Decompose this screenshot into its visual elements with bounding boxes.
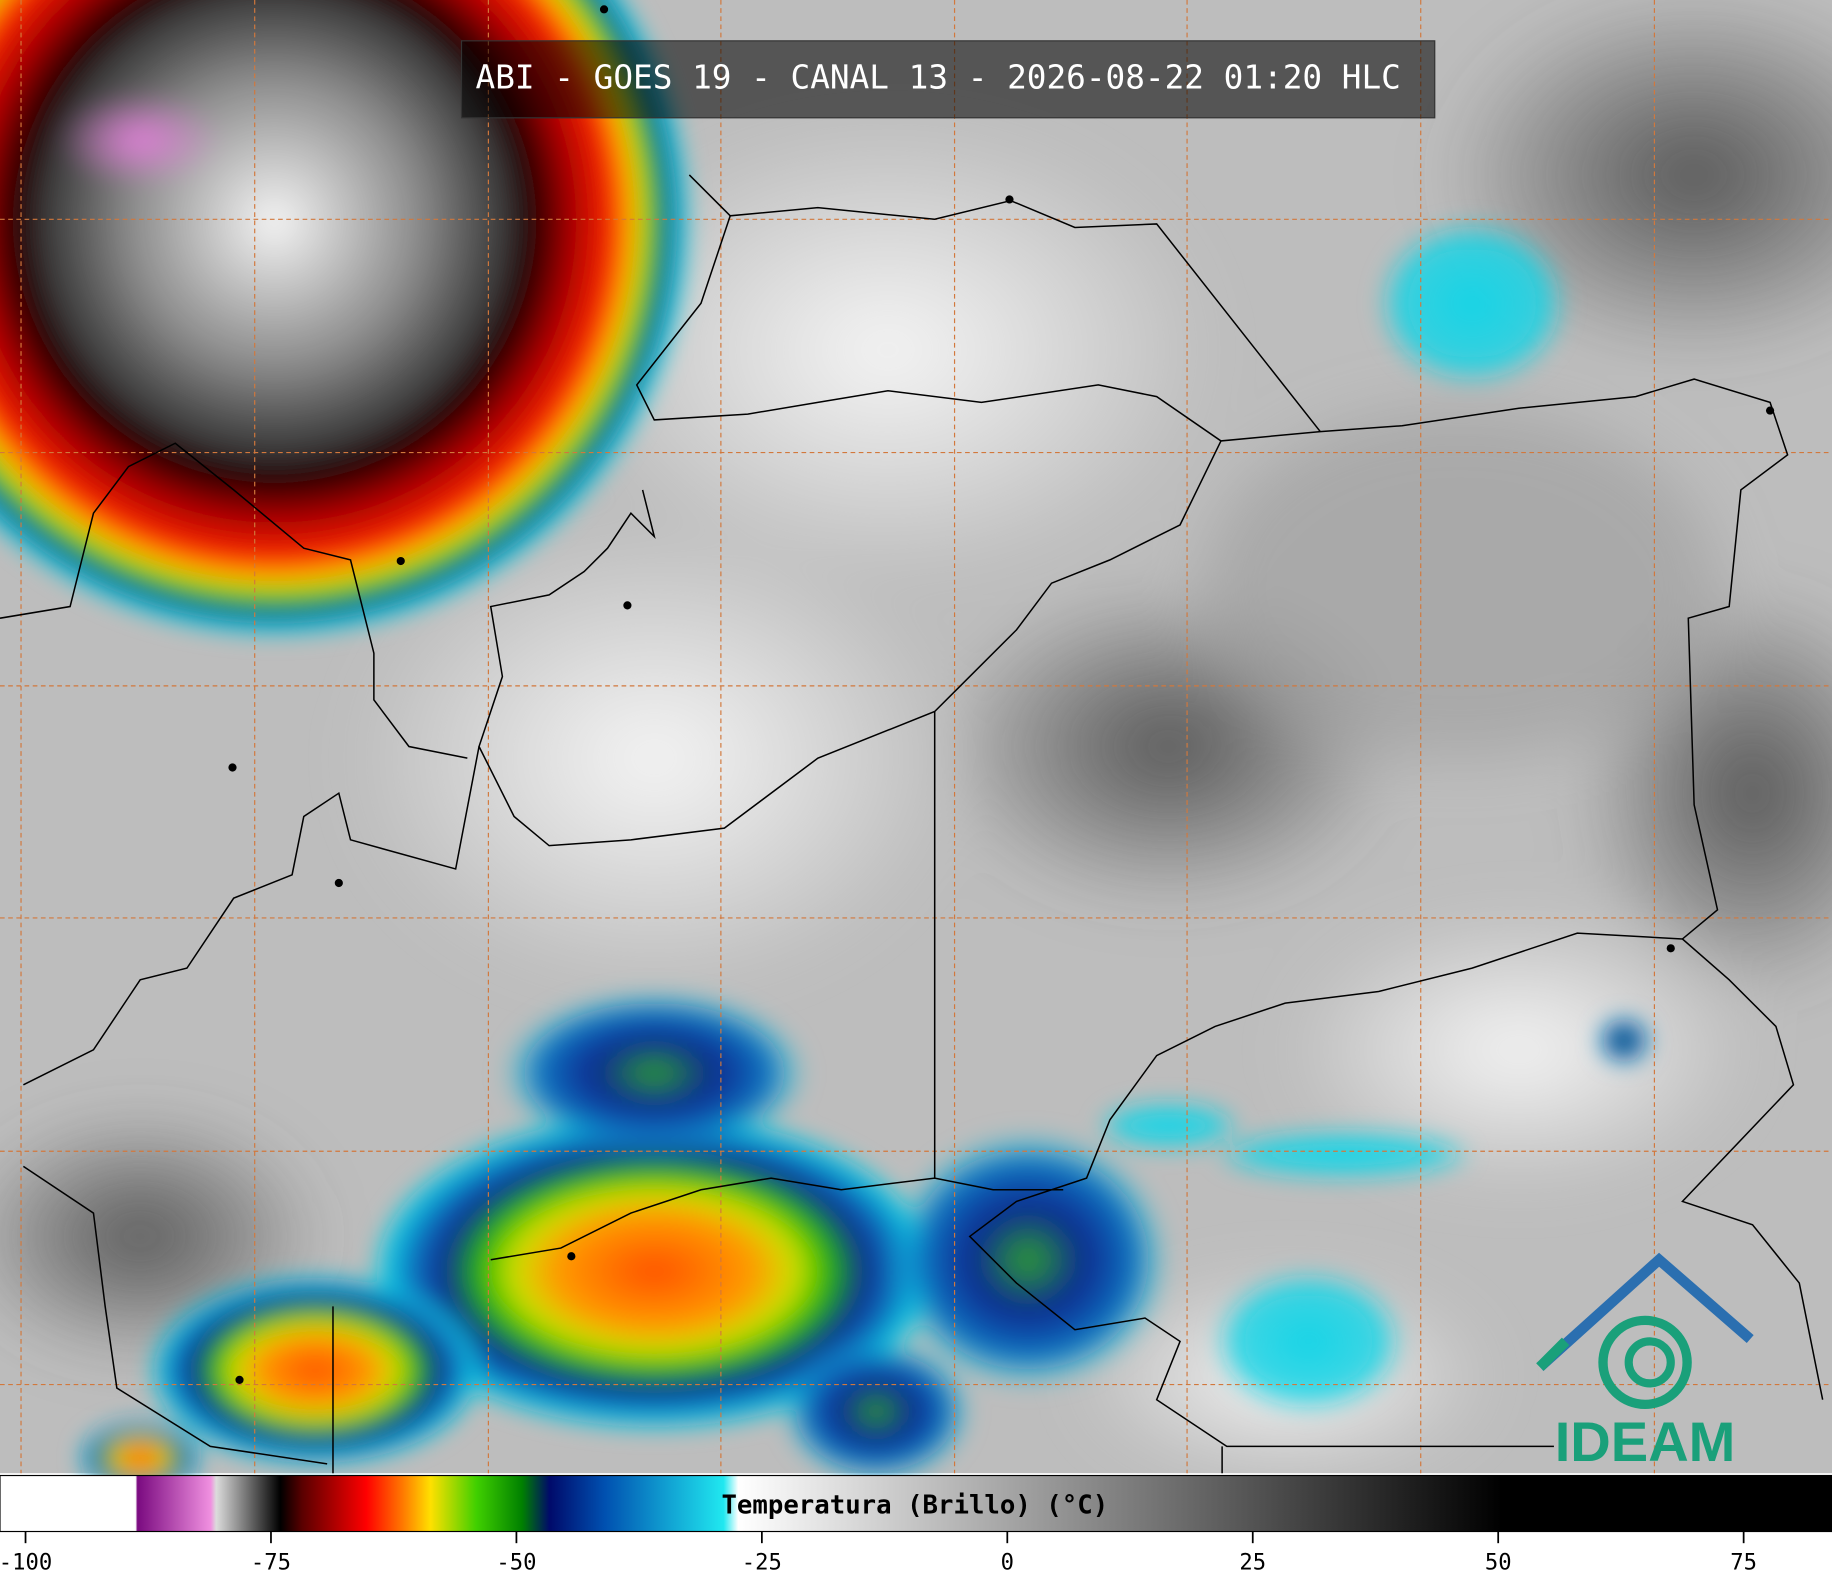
borders	[0, 174, 1824, 1474]
title: ABI - GOES 19 - CANAL 13 - 2026-08-22 01…	[476, 58, 1401, 96]
title-box	[460, 40, 1436, 119]
cloud-texture	[0, 0, 1832, 1482]
colorbar-label: Temperatura (Brillo) (°C)	[721, 1490, 1108, 1520]
colorbar-tick-label: 50	[1485, 1550, 1512, 1576]
city-markers	[228, 5, 1775, 1384]
colorbar	[0, 1474, 1832, 1533]
colorbar-tick-label: -25	[742, 1550, 782, 1576]
logo: IDEAM	[1536, 1252, 1754, 1473]
graticule	[0, 0, 1832, 1474]
colorbar-tick-label: 75	[1730, 1550, 1757, 1576]
logo-text: IDEAM	[1555, 1410, 1736, 1473]
colorbar-tick-label: 25	[1239, 1550, 1266, 1576]
colorbar-tick-label: 0	[1001, 1550, 1014, 1576]
colorbar-tick-label: -75	[251, 1550, 291, 1576]
convection	[0, 0, 1650, 1494]
colorbar-tick-label: -50	[496, 1550, 536, 1576]
colorbar-tick-label: -100	[0, 1550, 52, 1576]
colorbar-ticks: -100 -75 -50 -25 0 25 50 75	[0, 1531, 1757, 1576]
